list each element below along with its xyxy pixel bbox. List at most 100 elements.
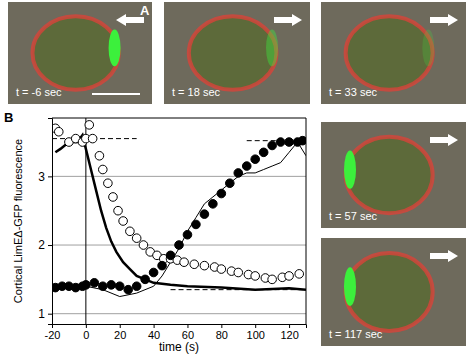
grid-line	[52, 176, 306, 177]
point	[268, 141, 277, 150]
tick-mark	[187, 324, 188, 328]
tick-label: 2	[38, 238, 45, 252]
tick: 20	[114, 324, 126, 341]
cortex-patch	[344, 151, 356, 189]
tick-mark	[154, 324, 155, 328]
point	[166, 251, 175, 260]
cell	[346, 137, 433, 213]
frame-label: t = 117 sec	[329, 328, 383, 340]
frame-image	[321, 238, 466, 346]
cell	[346, 253, 433, 331]
scale-bar	[92, 93, 140, 95]
arrow	[430, 14, 458, 26]
frame-line	[52, 118, 306, 119]
frame-image	[164, 2, 310, 104]
tick-mark	[255, 324, 256, 328]
cell	[32, 16, 118, 89]
point	[242, 162, 251, 171]
point	[141, 275, 150, 284]
cell	[189, 16, 277, 89]
tick-label: 100	[247, 329, 265, 341]
frame: t = -6 sec	[8, 2, 152, 104]
tick: 0	[83, 324, 89, 341]
point	[298, 136, 306, 145]
point	[183, 230, 192, 239]
cortex-patch	[109, 30, 121, 67]
axis-line	[48, 119, 53, 325]
figure: t = -6 sec t = 18 sec t = 33 sec t = 57 sec…	[0, 0, 470, 356]
frame: t = 18 sec	[164, 2, 310, 104]
point	[119, 217, 128, 226]
tick: 2	[38, 238, 52, 252]
arrow	[430, 250, 458, 262]
tick: 1	[38, 307, 52, 321]
tick-label: 80	[216, 329, 228, 341]
frame-label: t = 18 sec	[172, 86, 221, 98]
point	[175, 241, 184, 250]
point	[158, 261, 167, 270]
point	[132, 282, 141, 291]
point	[88, 134, 97, 143]
point	[209, 200, 218, 209]
point	[95, 151, 104, 160]
axis-line	[53, 325, 307, 329]
point	[99, 282, 108, 291]
tick-mark	[120, 324, 121, 328]
marks	[52, 118, 306, 324]
point	[217, 189, 226, 198]
point	[115, 282, 124, 291]
frame: t = 33 sec	[321, 2, 466, 104]
point	[268, 275, 277, 284]
panel-b: -20020406080100120123time (s)Cortical Li…	[12, 118, 307, 354]
tick-label: 3	[38, 170, 45, 184]
point	[114, 206, 123, 215]
panel-label: A	[140, 3, 150, 18]
point	[99, 165, 108, 174]
point	[85, 121, 94, 130]
point	[126, 227, 135, 236]
tick: 60	[182, 324, 194, 341]
tick-mark	[86, 324, 87, 328]
frame-line	[306, 118, 307, 324]
frame-label: t = -6 sec	[16, 86, 62, 98]
panel-label: B	[4, 110, 13, 125]
tick-label: 120	[280, 329, 298, 341]
tick-mark	[48, 314, 52, 315]
point	[234, 169, 243, 178]
point	[200, 210, 209, 219]
frame: t = 117 sec	[321, 238, 466, 346]
cell	[346, 16, 433, 89]
frame: t = 57 sec	[321, 122, 466, 228]
point	[285, 138, 294, 147]
tick-mark	[221, 324, 222, 328]
frame-image	[321, 122, 466, 228]
frame-image	[8, 2, 152, 104]
tick-mark	[48, 245, 52, 246]
tick: -20	[45, 324, 61, 341]
point	[251, 272, 260, 281]
frame-label: t = 57 sec	[329, 210, 378, 222]
tick-label: -20	[45, 329, 61, 341]
cortex-patch	[422, 30, 434, 67]
tick: 100	[247, 324, 265, 341]
line	[55, 135, 306, 289]
tick-label: 40	[148, 329, 160, 341]
point	[132, 234, 141, 243]
plot-background	[52, 118, 306, 324]
point	[234, 268, 243, 277]
point	[149, 268, 158, 277]
tick: 3	[38, 170, 52, 184]
arrow	[430, 134, 458, 146]
tick-mark	[48, 176, 52, 177]
grid-line	[52, 313, 306, 314]
point	[54, 127, 63, 136]
x-axis: -20 0 20 40 60 80 100 120	[45, 324, 307, 341]
point	[180, 258, 189, 267]
tick: 80	[216, 324, 228, 341]
point	[200, 261, 209, 270]
tick-label: 60	[182, 329, 194, 341]
tick: 40	[148, 324, 160, 341]
point	[82, 281, 91, 290]
y-axis-title: Cortical LimEΔ-GFP fluorescence	[12, 139, 24, 303]
point	[107, 281, 116, 290]
